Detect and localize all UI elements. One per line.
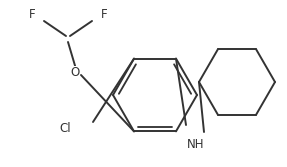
Text: O: O bbox=[70, 65, 79, 78]
Text: F: F bbox=[29, 8, 35, 21]
Text: Cl: Cl bbox=[59, 122, 71, 134]
Text: NH: NH bbox=[187, 138, 205, 151]
Text: F: F bbox=[101, 8, 107, 21]
